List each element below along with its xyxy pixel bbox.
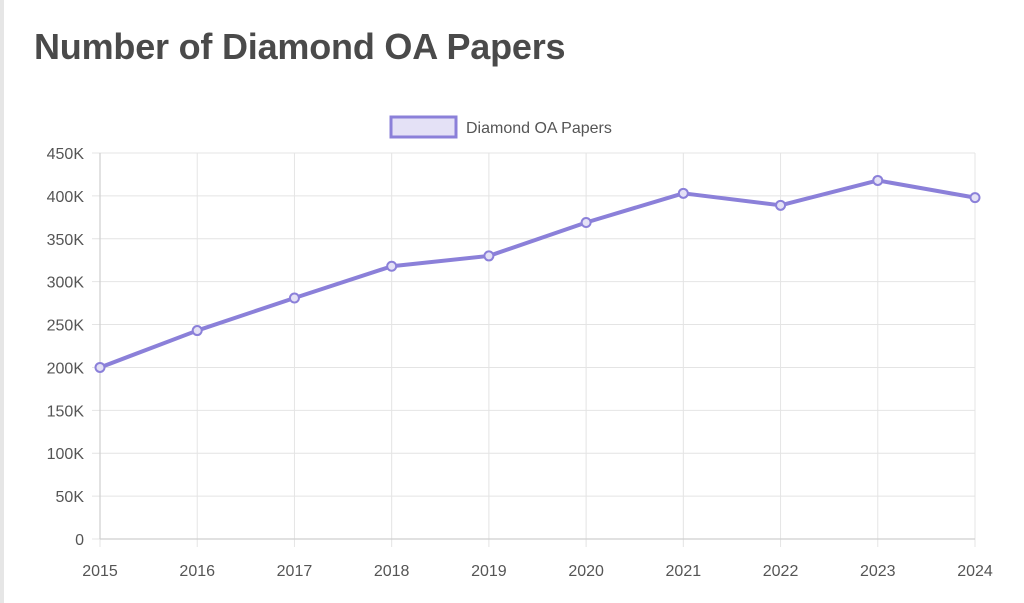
x-tick-label: 2015: [82, 563, 118, 580]
data-point[interactable]: [677, 187, 689, 199]
data-point[interactable]: [288, 292, 300, 304]
data-point[interactable]: [775, 199, 787, 211]
x-tick-label: 2021: [666, 563, 702, 580]
x-tick-label: 2018: [374, 563, 410, 580]
data-point[interactable]: [872, 174, 884, 186]
y-tick-label: 100K: [47, 446, 85, 463]
series-line: [98, 178, 977, 370]
data-points: [94, 174, 981, 373]
data-point[interactable]: [580, 216, 592, 228]
data-point[interactable]: [94, 361, 106, 373]
grid-lines: [92, 152, 976, 547]
legend-swatch: [389, 115, 458, 139]
x-axis-tick-labels: 2015 2016 2017 2018 2019 2020 2021 2022 2023 2024: [82, 563, 993, 580]
legend[interactable]: Diamond OA Papers: [389, 115, 612, 139]
x-tick-label: 2022: [763, 563, 799, 580]
y-tick-label: 300K: [47, 275, 85, 292]
y-tick-label: 400K: [47, 189, 85, 206]
x-tick-label: 2024: [957, 563, 993, 580]
data-point[interactable]: [969, 192, 981, 204]
data-point[interactable]: [386, 260, 398, 272]
y-tick-label: 50K: [56, 489, 85, 506]
legend-label[interactable]: Diamond OA Papers: [466, 120, 612, 137]
y-tick-label: 0: [75, 532, 84, 549]
page-title: Number of Diamond OA Papers: [34, 26, 566, 67]
series-lines: [98, 178, 977, 370]
x-tick-label: 2017: [277, 563, 313, 580]
y-tick-label: 150K: [47, 403, 85, 420]
x-tick-label: 2016: [179, 563, 215, 580]
y-tick-label: 350K: [47, 232, 85, 249]
y-tick-label: 250K: [47, 318, 85, 335]
page-edge: [0, 0, 4, 603]
y-tick-label: 200K: [47, 360, 85, 377]
data-point[interactable]: [483, 250, 495, 262]
x-tick-label: 2019: [471, 563, 507, 580]
x-tick-label: 2020: [568, 563, 604, 580]
x-tick-label: 2023: [860, 563, 896, 580]
axes: [99, 153, 975, 540]
data-point[interactable]: [191, 325, 203, 337]
y-tick-label: 450K: [47, 146, 85, 163]
y-axis-tick-labels: 0 50K 100K 150K 200K 250K 300K 350K 400K 450K: [47, 146, 85, 549]
